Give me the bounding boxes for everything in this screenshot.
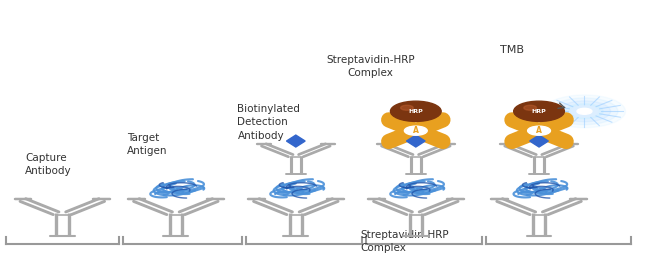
Circle shape bbox=[524, 105, 536, 110]
Circle shape bbox=[400, 105, 413, 110]
Circle shape bbox=[577, 108, 592, 114]
Circle shape bbox=[551, 98, 618, 125]
Text: TMB: TMB bbox=[500, 45, 524, 55]
Circle shape bbox=[404, 126, 427, 135]
Polygon shape bbox=[530, 135, 549, 147]
Text: A: A bbox=[536, 126, 542, 135]
Text: HRP: HRP bbox=[408, 109, 423, 114]
Text: Streptavidin-HRP
Complex: Streptavidin-HRP Complex bbox=[326, 55, 415, 78]
Polygon shape bbox=[406, 135, 425, 147]
Text: HRP: HRP bbox=[532, 109, 547, 114]
Text: A: A bbox=[413, 126, 419, 135]
Circle shape bbox=[566, 104, 603, 119]
Circle shape bbox=[514, 101, 564, 121]
Circle shape bbox=[543, 95, 625, 128]
Text: Streptavidin-HRP
Complex: Streptavidin-HRP Complex bbox=[361, 230, 449, 253]
Polygon shape bbox=[287, 135, 305, 147]
Text: Biotinylated
Detection
Antibody: Biotinylated Detection Antibody bbox=[237, 104, 300, 141]
Circle shape bbox=[391, 101, 441, 121]
Text: Capture
Antibody: Capture Antibody bbox=[25, 153, 72, 177]
Circle shape bbox=[528, 126, 551, 135]
Text: Target
Antigen: Target Antigen bbox=[127, 133, 168, 156]
Circle shape bbox=[571, 106, 598, 117]
Circle shape bbox=[558, 101, 610, 122]
